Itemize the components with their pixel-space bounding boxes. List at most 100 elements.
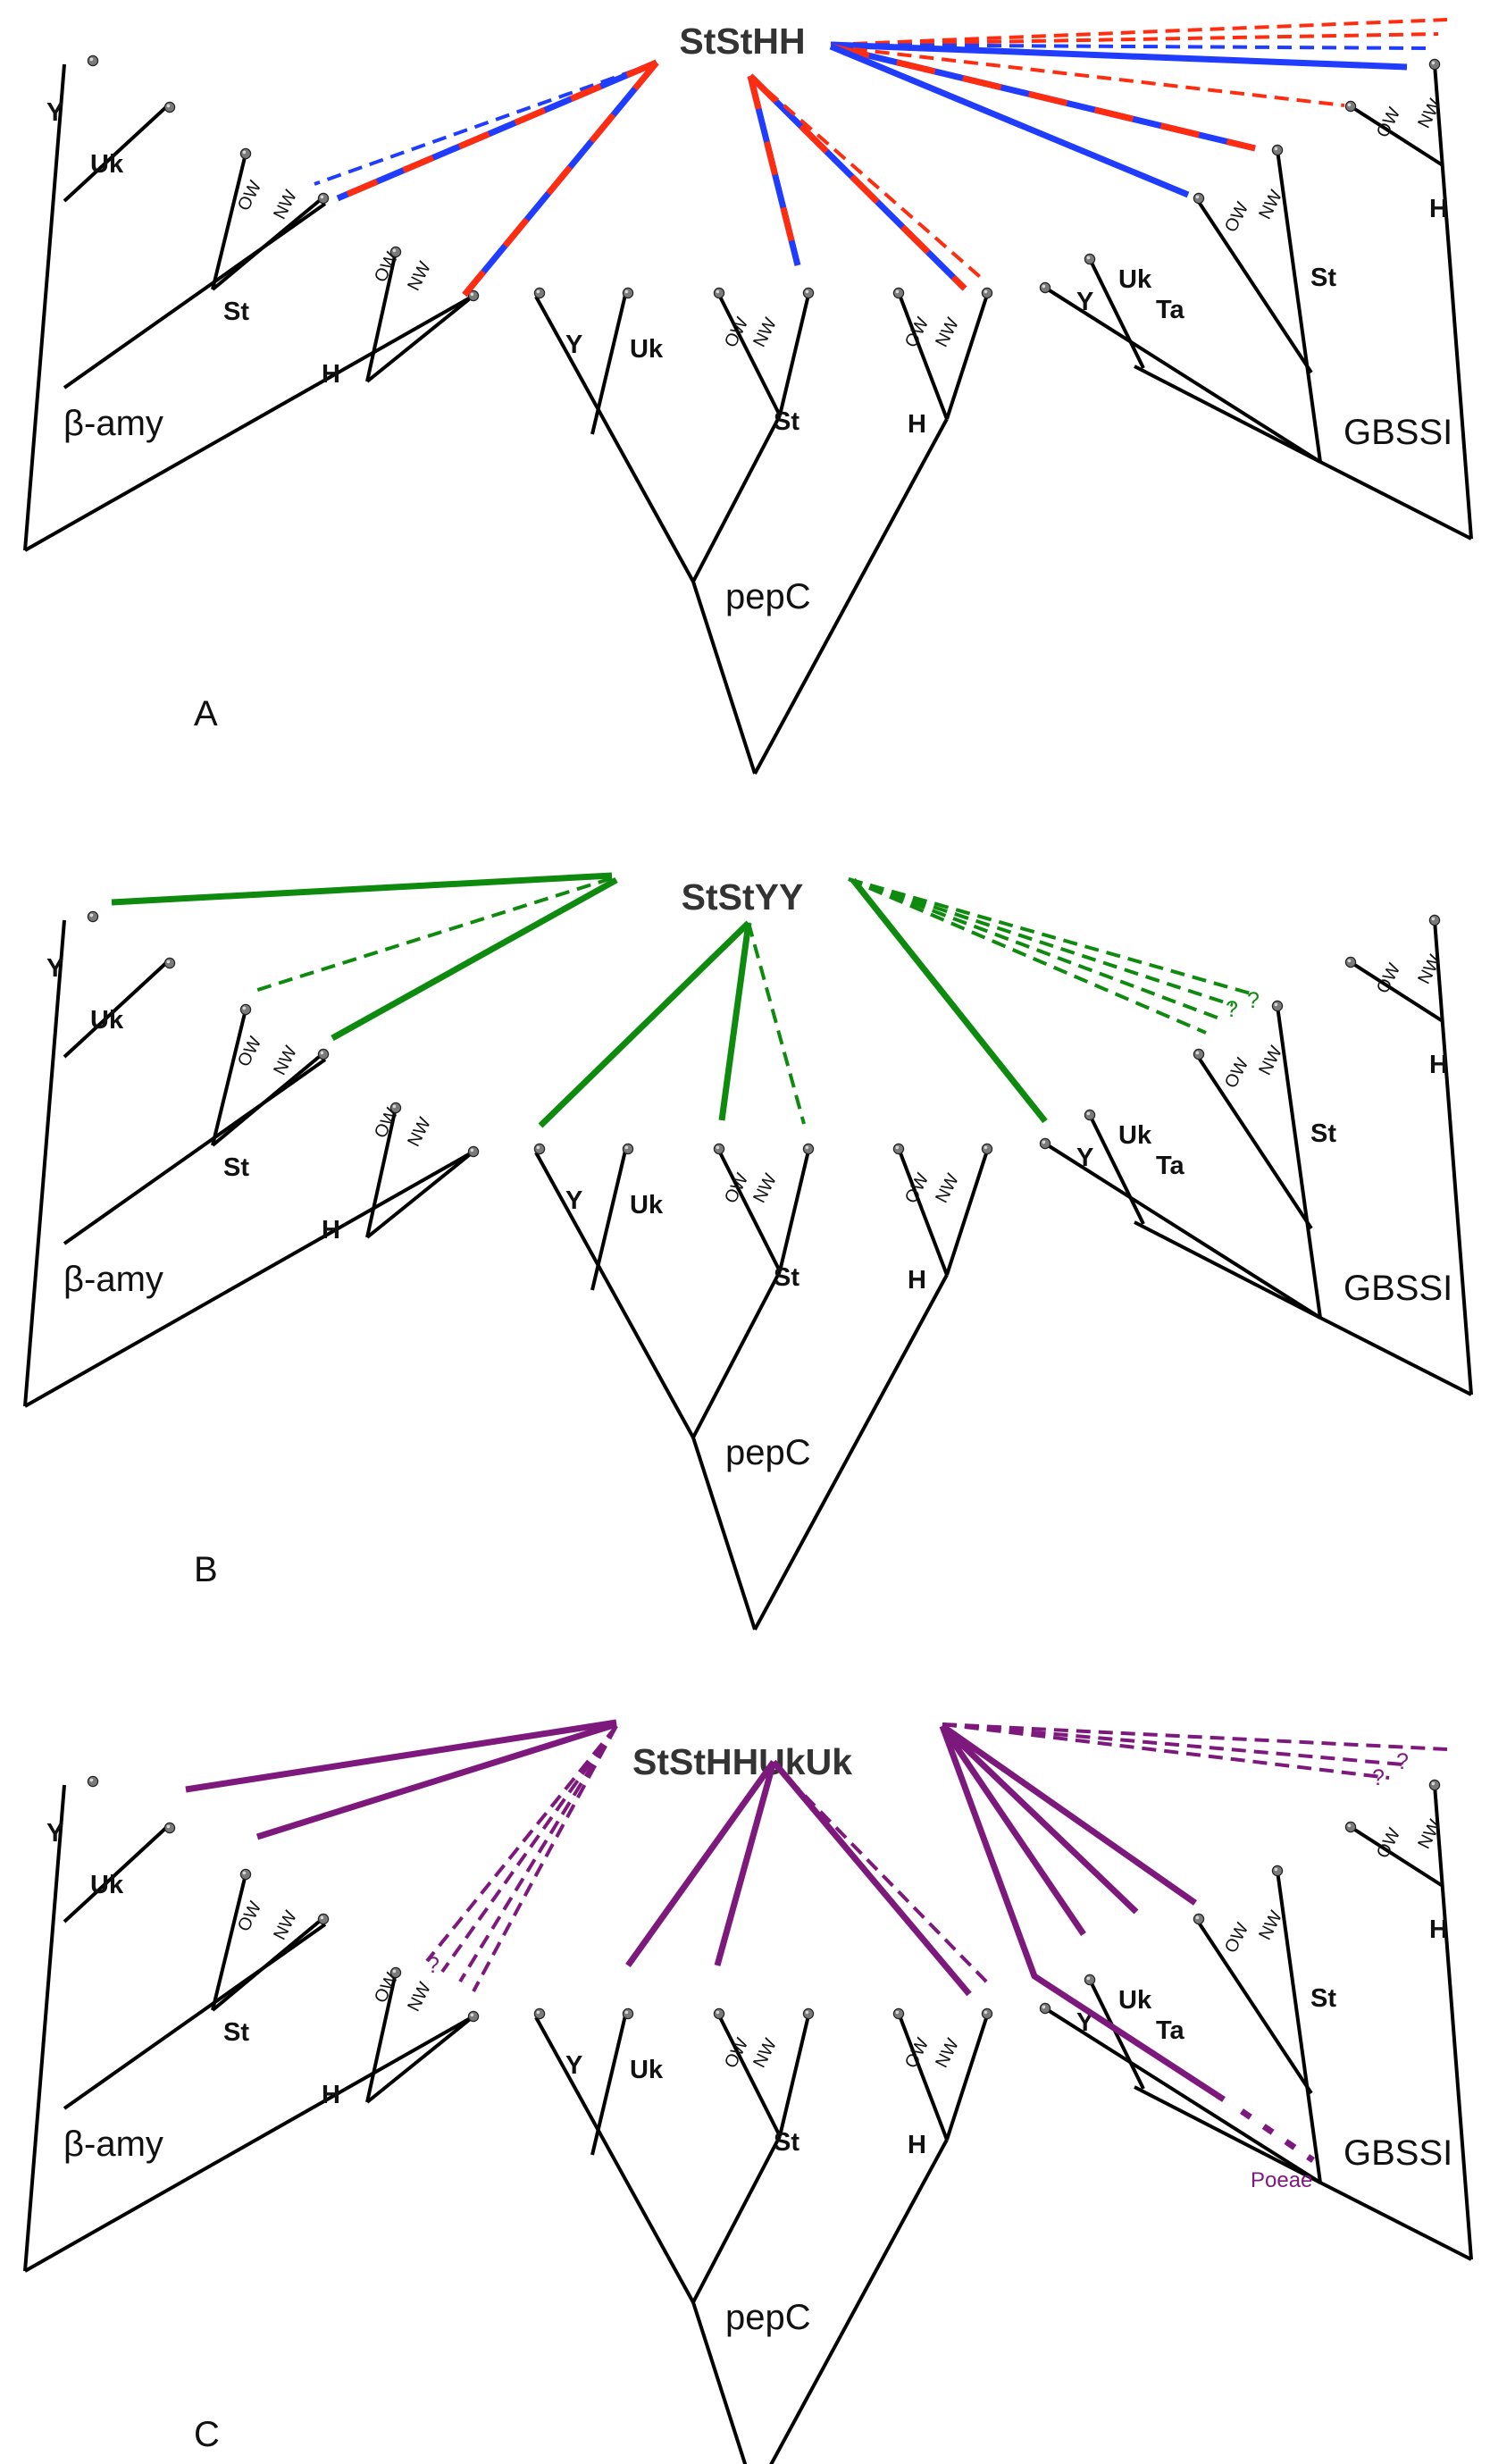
branch-line <box>365 1107 398 1238</box>
branch-line <box>1088 1114 1145 1225</box>
terminal-node <box>981 287 993 299</box>
clade-label-OW: OW <box>1373 960 1404 997</box>
uncertain-mark: ? <box>1372 1765 1385 1790</box>
clade-label-Y: Y <box>565 1186 582 1215</box>
branch-line <box>717 1150 782 1272</box>
connector-red <box>830 43 1256 152</box>
uncertain-mark: ? <box>1247 988 1260 1013</box>
clade-label-NW: NW <box>932 2035 963 2071</box>
tree-name-GBSSI: GBSSI <box>1344 2133 1452 2173</box>
connector-purple-poeae <box>939 1724 1226 2102</box>
branch-line <box>1433 919 1473 1395</box>
connector-purple <box>625 1759 776 1968</box>
branch-line <box>1276 1005 1322 1319</box>
branch-line <box>1433 1784 1473 2260</box>
clade-label-Y: Y <box>1076 288 1093 316</box>
clade-label-St: St <box>223 2018 249 2047</box>
branch-line <box>1319 460 1472 541</box>
connector-green-dashed <box>848 877 1207 1035</box>
branch-line <box>1319 1316 1472 1396</box>
clade-label-NW: NW <box>270 1907 301 1943</box>
clade-label-NW: NW <box>932 314 963 350</box>
terminal-node <box>533 2007 546 2020</box>
tree-name-beta-amy: β-amy <box>63 1260 163 1299</box>
terminal-node <box>87 54 99 67</box>
connector-purple-dotted <box>1240 2108 1315 2163</box>
clade-label-OW: OW <box>1221 1055 1252 1092</box>
clade-label-OW: OW <box>901 314 933 351</box>
branch-line <box>1349 1825 1444 1888</box>
branch-line <box>778 294 810 416</box>
connector-red-dashed <box>830 45 1345 107</box>
connector-green-dashed <box>747 922 806 1125</box>
branch-line <box>211 1873 247 2011</box>
clade-label-H: H <box>1429 1051 1448 1079</box>
branch-line <box>211 1051 326 1147</box>
branch-line <box>1043 2007 1322 2184</box>
branch-line <box>23 919 66 1407</box>
branch-line <box>945 2015 989 2141</box>
branch-line <box>691 581 757 775</box>
clade-label-H: H <box>908 2131 926 2159</box>
terminal-node <box>163 1822 176 1834</box>
branch-line <box>63 202 327 390</box>
clade-label-H: H <box>322 2081 340 2109</box>
terminal-node <box>1344 1821 1357 1833</box>
clade-label-NW: NW <box>749 2035 781 2071</box>
tree-name-pepC: pepC <box>725 1433 811 1472</box>
branch-line <box>63 1058 327 1245</box>
terminal-node <box>317 192 330 205</box>
branch-line <box>778 2015 810 2137</box>
branch-line <box>945 1150 989 1276</box>
branch-line <box>898 294 949 420</box>
terminal-node <box>802 287 815 299</box>
clade-label-OW: OW <box>721 1170 752 1207</box>
terminal-node <box>622 2007 634 2020</box>
branch-line <box>63 104 170 203</box>
clade-label-NW: NW <box>404 258 435 294</box>
clade-label-Uk: Uk <box>1118 1986 1152 2015</box>
terminal-node <box>533 1143 546 1155</box>
clade-label-OW: OW <box>1221 1920 1252 1957</box>
branch-line <box>691 1437 757 1630</box>
connector-green-dashed <box>251 876 613 993</box>
branch-line <box>534 2016 695 2303</box>
terminal-node <box>1271 1865 1284 1877</box>
connector-green <box>331 876 618 1042</box>
tree-name-pepC: pepC <box>725 577 811 616</box>
branch-line <box>769 2139 949 2464</box>
branch-line <box>23 1784 66 2272</box>
panel-letter: C <box>194 2415 220 2454</box>
clade-label-NW: NW <box>932 1170 963 1206</box>
branch-line <box>365 1972 398 2103</box>
terminal-node <box>892 287 905 299</box>
connector-green <box>538 920 751 1128</box>
terminal-node <box>892 2007 905 2020</box>
clade-label-Uk: Uk <box>1118 1121 1152 1150</box>
branch-line <box>63 1923 327 2110</box>
clade-label-Y: Y <box>565 2051 582 2080</box>
clade-label-OW: OW <box>1221 199 1252 236</box>
clade-label-Y: Y <box>565 331 582 359</box>
terminal-node <box>389 1966 402 1979</box>
connector-purple <box>185 1719 617 1793</box>
connector-purple-dashed <box>942 1722 1403 1766</box>
branch-line <box>211 153 247 290</box>
terminal-node <box>239 1003 252 1016</box>
connector-purple <box>940 1723 1198 1906</box>
connector-purple-dashed <box>942 1722 1448 1751</box>
connector-green <box>111 872 613 906</box>
branch-line <box>691 2135 782 2303</box>
clade-label-NW: NW <box>270 187 301 222</box>
terminal-node <box>239 147 252 160</box>
terminal-node <box>1039 2002 1051 2015</box>
clade-label-H: H <box>322 360 340 389</box>
terminal-node <box>713 2007 725 2020</box>
